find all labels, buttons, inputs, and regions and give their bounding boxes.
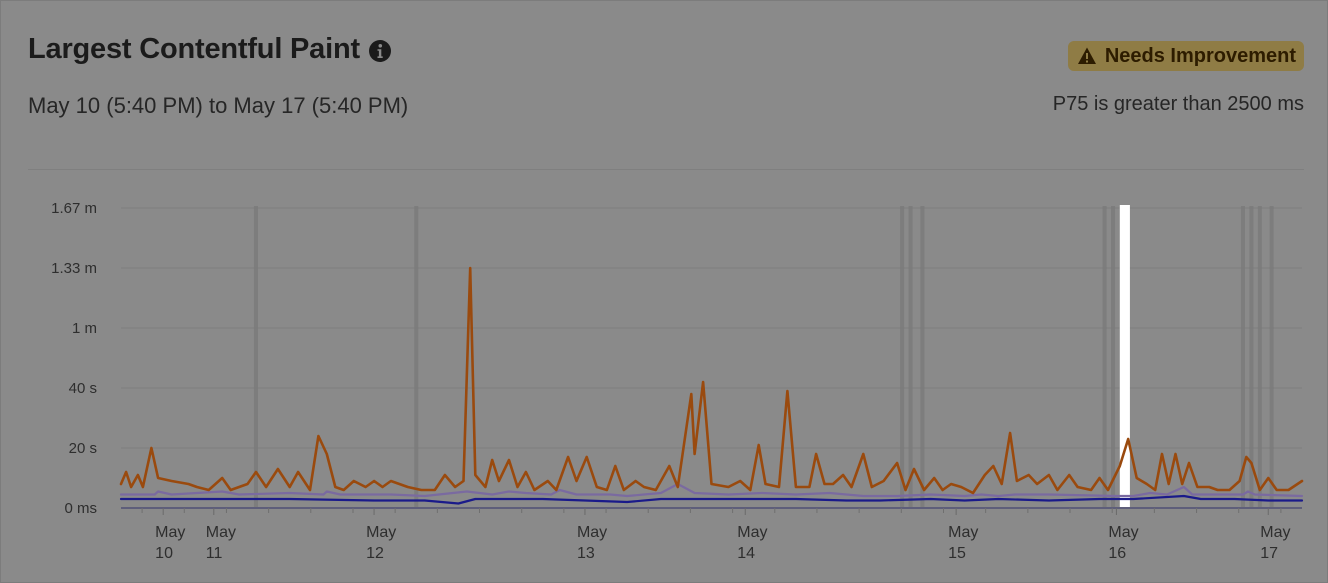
x-tick-label-day: 10 bbox=[155, 545, 173, 562]
x-tick-label-month: May bbox=[948, 524, 978, 541]
event-marker bbox=[1249, 206, 1254, 508]
x-tick-label-day: 15 bbox=[948, 545, 966, 562]
y-tick-label: 20 s bbox=[69, 440, 97, 457]
x-tick-label-month: May bbox=[1108, 524, 1138, 541]
event-markers bbox=[253, 206, 1274, 508]
event-marker bbox=[1102, 206, 1107, 508]
event-marker bbox=[1240, 206, 1245, 508]
x-tick-label-day: 11 bbox=[206, 545, 223, 562]
status-badge: Needs Improvement bbox=[1067, 41, 1304, 71]
y-tick-label: 0 ms bbox=[64, 500, 97, 517]
event-marker bbox=[908, 206, 913, 508]
status-badge-label: Needs Improvement bbox=[1104, 44, 1296, 67]
event-marker bbox=[1111, 206, 1116, 508]
y-tick-label: 1 m bbox=[72, 320, 97, 337]
p75-series-line bbox=[119, 266, 1304, 495]
x-tick-label-day: 12 bbox=[366, 545, 384, 562]
title-text: Largest Contentful Paint bbox=[28, 33, 360, 65]
highlight-window[interactable] bbox=[1119, 205, 1130, 508]
y-tick-label: 1.33 m bbox=[51, 260, 97, 277]
card-title: Largest Contentful Paint bbox=[28, 33, 392, 66]
event-marker bbox=[253, 206, 258, 508]
y-tick-label: 1.67 m bbox=[51, 200, 97, 217]
x-tick-label-month: May bbox=[737, 524, 767, 541]
event-marker bbox=[1257, 206, 1262, 508]
x-tick-label-month: May bbox=[577, 524, 607, 541]
x-tick-label-day: 13 bbox=[577, 545, 595, 562]
header-divider bbox=[28, 169, 1304, 170]
threshold-text: P75 is greater than 2500 ms bbox=[1052, 93, 1304, 115]
warning-icon bbox=[1077, 46, 1097, 66]
p25-series-line bbox=[119, 494, 1304, 505]
series-layer bbox=[119, 266, 1304, 505]
axes-layer: 0 ms 20 s 40 s 1 m 1.33 m 1.67 m May 10 May 11 May… bbox=[51, 200, 1302, 562]
highlight-layer[interactable] bbox=[1119, 205, 1130, 508]
event-marker bbox=[414, 206, 419, 508]
info-icon[interactable] bbox=[368, 38, 392, 62]
x-tick-label-month: May bbox=[155, 524, 185, 541]
x-tick-label-day: 16 bbox=[1108, 545, 1126, 562]
date-range: May 10 (5:40 PM) to May 17 (5:40 PM) bbox=[28, 93, 409, 118]
x-tick-label-month: May bbox=[366, 524, 396, 541]
event-marker bbox=[920, 206, 925, 508]
x-tick-label-month: May bbox=[206, 524, 236, 541]
x-tick-label-month: May bbox=[1260, 524, 1290, 541]
x-tick-label-day: 14 bbox=[737, 545, 755, 562]
y-tick-label: 40 s bbox=[69, 380, 97, 397]
p50-series-line bbox=[119, 482, 1304, 498]
event-marker bbox=[1269, 206, 1274, 508]
event-marker bbox=[900, 206, 905, 508]
x-tick-label-day: 17 bbox=[1260, 545, 1278, 562]
